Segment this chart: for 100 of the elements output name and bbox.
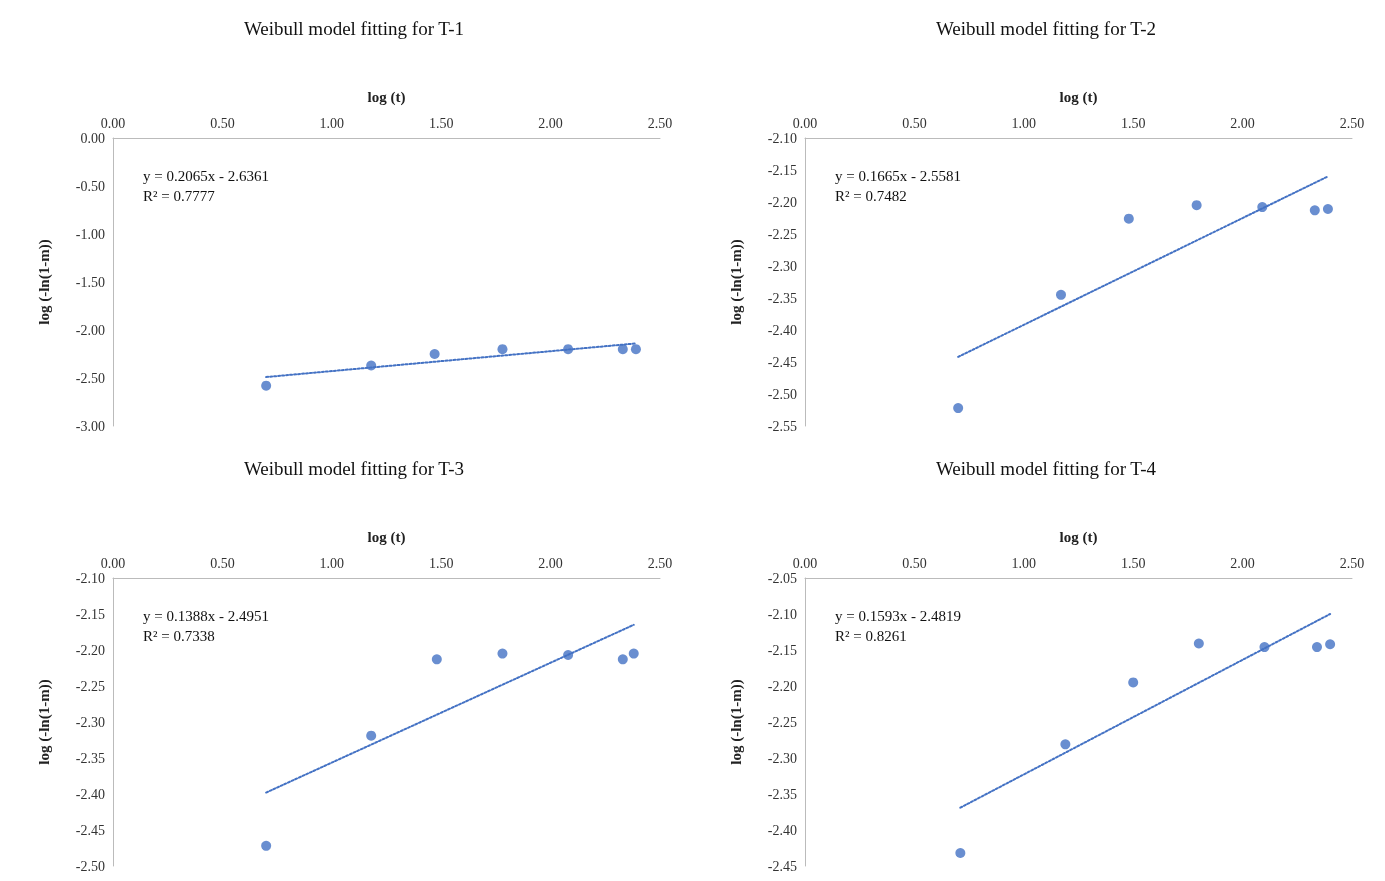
annotation: y = 0.1665x - 2.5581 (835, 167, 961, 184)
point (497, 648, 508, 659)
x-tick-label: 0.00 (792, 115, 818, 131)
x-tick-label: 2.00 (1230, 555, 1255, 571)
chart-title: Weibull model fitting for T-1 (243, 18, 465, 39)
y-tick-label: -2.40 (75, 786, 105, 802)
y-tick-label: -2.45 (75, 822, 105, 838)
y-tick-label: -2.30 (767, 258, 797, 274)
annotation: y = 0.1593x - 2.4819 (835, 607, 961, 624)
y-tick-label: -2.15 (75, 606, 105, 622)
point (1056, 289, 1066, 300)
x-tick-label: 1.50 (1120, 555, 1146, 571)
point (563, 344, 574, 355)
x-tick-label: 1.50 (428, 555, 454, 571)
y-tick-label: -2.20 (767, 194, 797, 210)
y-tick-label: -2.10 (767, 606, 797, 622)
point (1322, 204, 1333, 215)
point (1309, 205, 1320, 216)
point (366, 360, 377, 371)
chart-title: Weibull model fitting for T-3 (243, 458, 465, 479)
y-tick-label: -1.00 (75, 226, 105, 242)
y-tick-label: -2.45 (767, 858, 797, 874)
y-tick-label: -3.00 (75, 418, 105, 434)
point (617, 654, 628, 665)
y-tick-label: -2.15 (767, 642, 797, 658)
y-tick-label: -2.50 (767, 386, 797, 402)
point (1312, 642, 1322, 653)
x-axis-title: log (t) (1059, 528, 1098, 546)
y-tick-label: -2.25 (767, 226, 797, 242)
x-tick-label: 1.00 (319, 115, 345, 131)
y-tick-label: -2.05 (767, 570, 797, 586)
point (1060, 739, 1071, 750)
y-tick-label: -2.35 (75, 750, 105, 766)
annotation: R² = 0.7482 (835, 187, 907, 204)
point (617, 344, 628, 355)
annotation: R² = 0.8261 (835, 627, 907, 644)
y-tick-label: -2.25 (767, 714, 797, 730)
y-axis-title: log (-ln(1-m)) (727, 239, 745, 325)
chart-title: Weibull model fitting for T-2 (935, 18, 1157, 39)
y-tick-label: -1.50 (75, 274, 105, 290)
x-axis-title: log (t) (367, 528, 406, 546)
point (630, 344, 641, 355)
point (431, 654, 442, 665)
y-tick-label: -2.30 (75, 714, 105, 730)
y-tick-label: -2.25 (75, 678, 105, 694)
x-tick-label: 0.00 (100, 115, 126, 131)
point (563, 650, 574, 661)
point (261, 840, 272, 851)
y-axis-title: log (-ln(1-m)) (35, 239, 53, 325)
point (953, 403, 964, 414)
x-tick-label: 1.50 (428, 115, 454, 131)
point (1259, 642, 1270, 653)
x-tick-label: 0.50 (210, 115, 235, 131)
y-tick-label: -2.30 (767, 750, 797, 766)
point (955, 848, 966, 859)
point (497, 344, 508, 355)
y-tick-label: -2.50 (75, 858, 105, 874)
x-tick-label: 2.50 (1339, 555, 1365, 571)
y-tick-label: -2.20 (767, 678, 797, 694)
x-tick-label: 2.00 (538, 555, 563, 571)
x-tick-label: 1.00 (1011, 115, 1037, 131)
annotation: y = 0.1388x - 2.4951 (143, 607, 269, 624)
x-tick-label: 1.00 (1011, 555, 1037, 571)
y-tick-label: -2.40 (767, 322, 797, 338)
x-tick-label: 2.00 (538, 115, 563, 131)
y-tick-label: -2.40 (767, 822, 797, 838)
point (1193, 638, 1204, 649)
x-tick-label: 1.50 (1120, 115, 1146, 131)
x-tick-label: 1.00 (319, 555, 345, 571)
point (366, 730, 377, 741)
x-tick-label: 0.00 (792, 555, 818, 571)
y-tick-label: -2.50 (75, 370, 105, 386)
x-tick-label: 2.50 (647, 115, 673, 131)
y-tick-label: -2.45 (767, 354, 797, 370)
y-tick-label: -2.10 (75, 570, 105, 586)
x-tick-label: 0.50 (902, 115, 927, 131)
point (261, 380, 272, 391)
y-tick-label: -2.00 (75, 322, 105, 338)
x-tick-label: 2.00 (1230, 115, 1255, 131)
y-tick-label: -2.15 (767, 162, 797, 178)
point (1191, 200, 1202, 211)
y-axis-title: log (-ln(1-m)) (727, 679, 745, 765)
y-tick-label: 0.00 (80, 130, 105, 146)
x-tick-label: 0.00 (100, 555, 126, 571)
y-tick-label: -2.35 (767, 290, 797, 306)
point (1257, 202, 1268, 213)
x-tick-label: 0.50 (210, 555, 235, 571)
y-tick-label: -2.35 (767, 786, 797, 802)
point (628, 648, 639, 659)
y-axis-title: log (-ln(1-m)) (35, 679, 53, 765)
point (1128, 677, 1139, 688)
x-axis-title: log (t) (367, 88, 406, 106)
x-tick-label: 0.50 (902, 555, 927, 571)
point (429, 349, 440, 359)
point (1325, 639, 1336, 650)
y-tick-label: -0.50 (75, 178, 105, 194)
point (1123, 213, 1134, 224)
annotation: R² = 0.7338 (143, 627, 215, 644)
y-tick-label: -2.10 (767, 130, 797, 146)
x-axis-title: log (t) (1059, 88, 1098, 106)
